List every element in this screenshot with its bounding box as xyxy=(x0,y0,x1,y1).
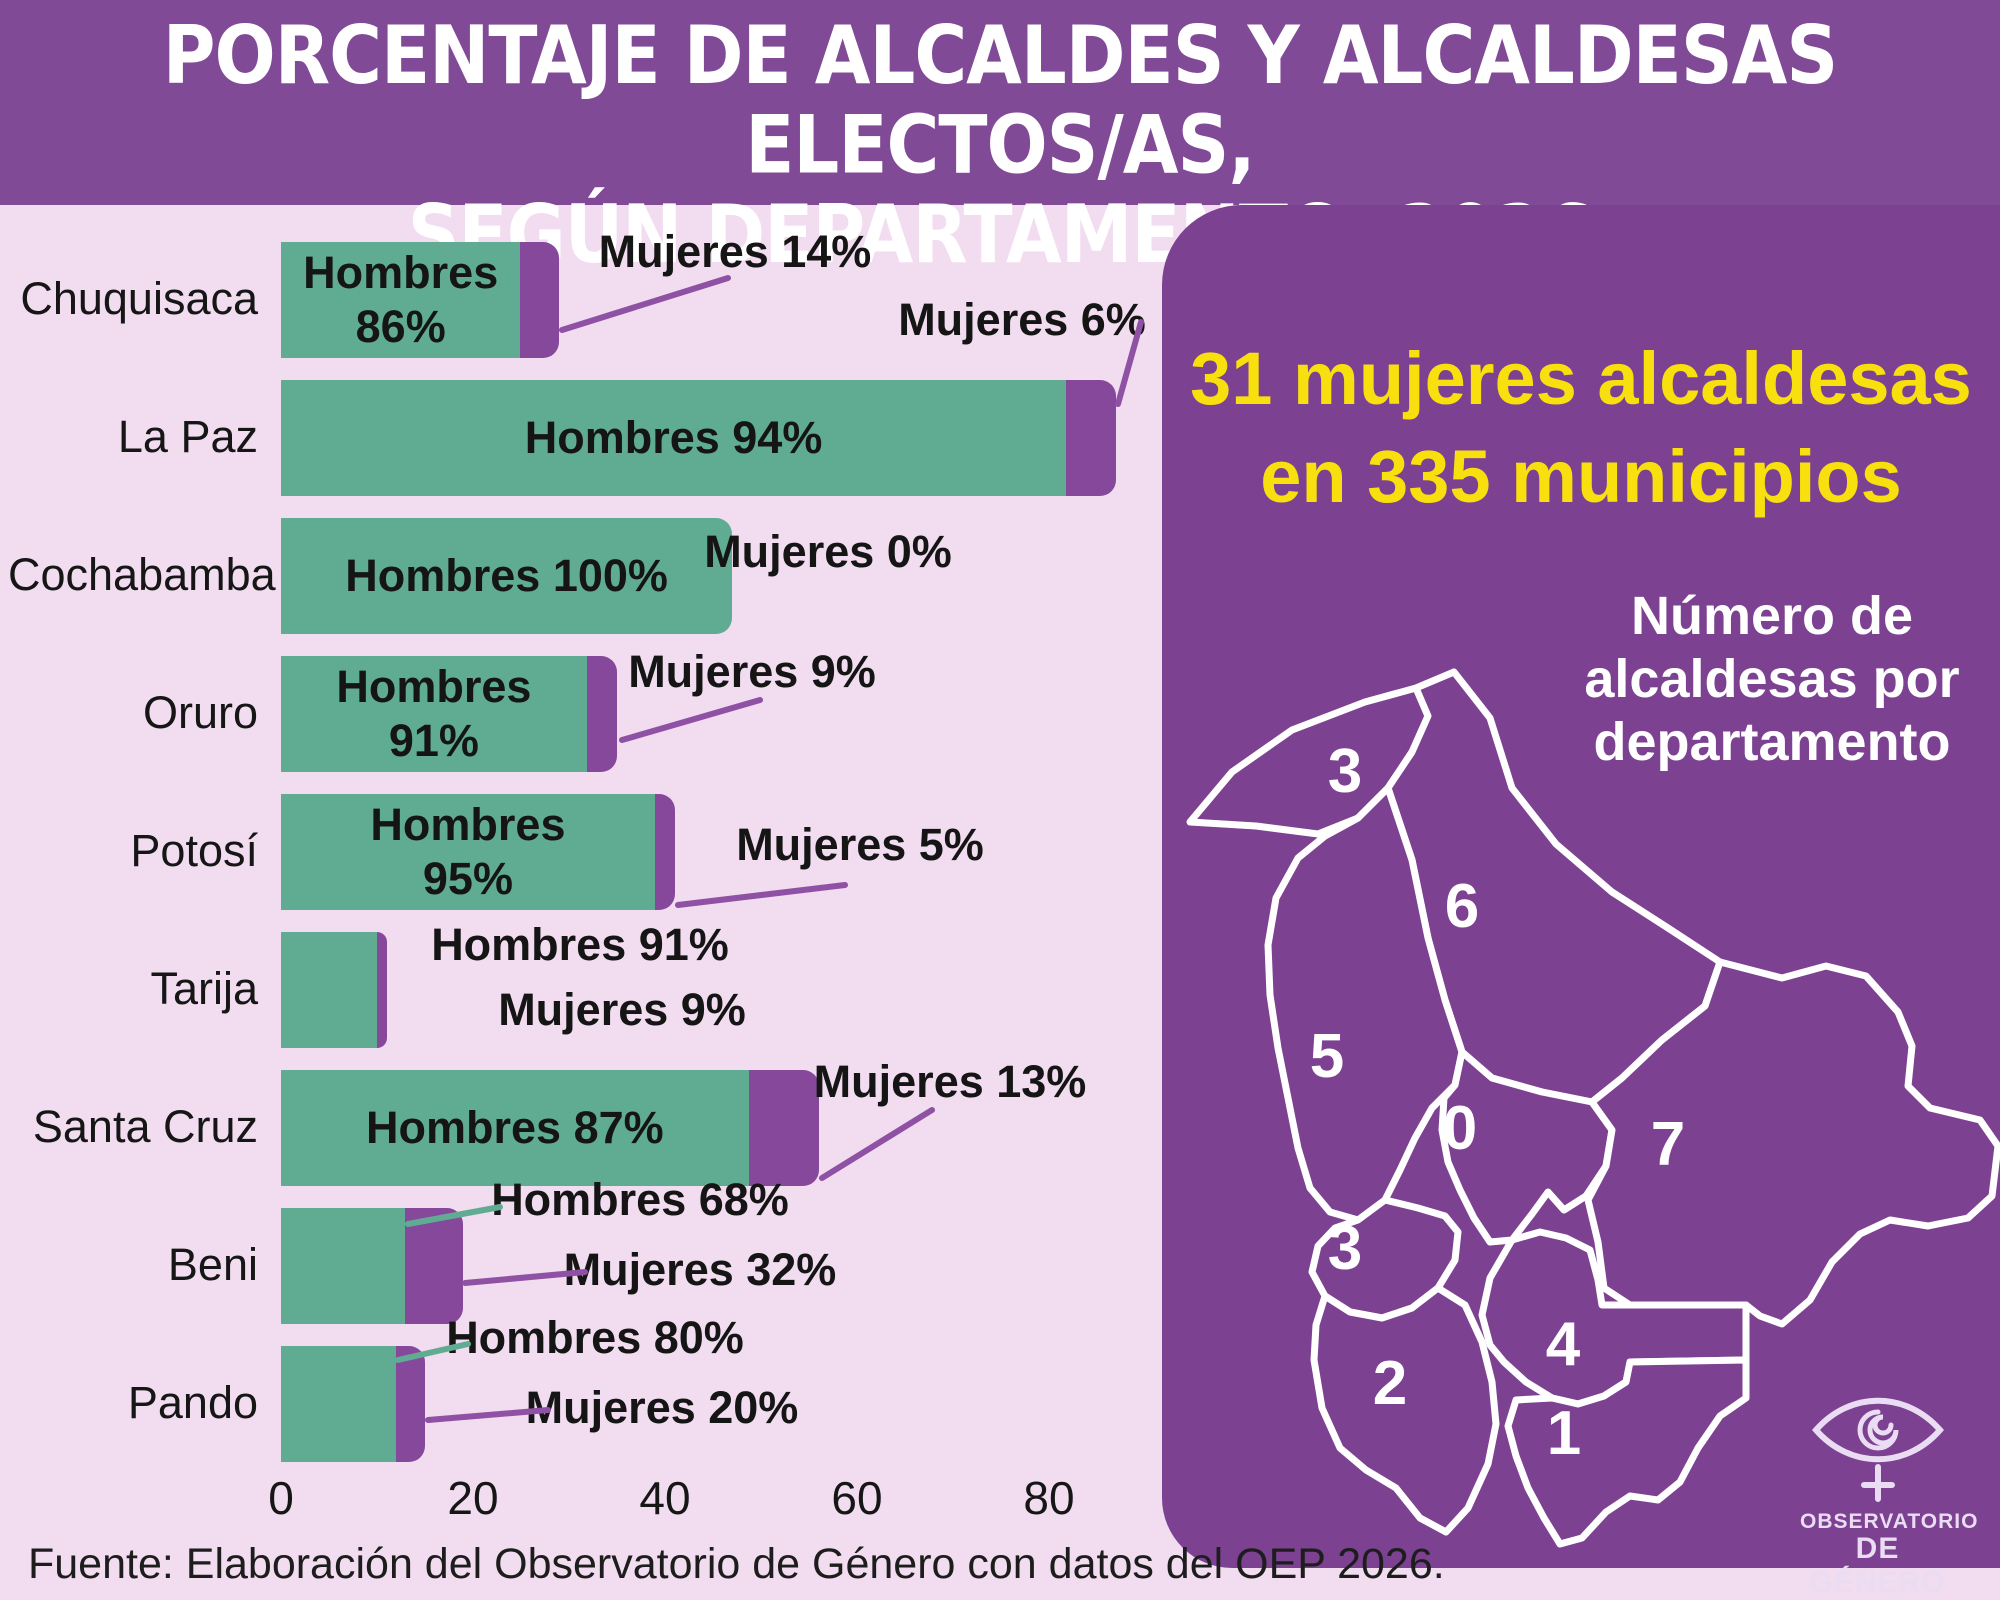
map-region-tarija xyxy=(1504,1356,1750,1548)
bar-segment-hombres xyxy=(281,1346,397,1462)
hombres-label: Hombres 91% xyxy=(336,660,531,768)
hombres-label-pct: 86% xyxy=(355,301,446,352)
mujeres-label: Mujeres 32% xyxy=(563,1244,837,1295)
mujeres-label: Mujeres 9% xyxy=(498,984,746,1035)
map-count-pando: 3 xyxy=(1328,737,1362,806)
dept-label: Chuquisaca xyxy=(20,273,258,324)
observatorio-logo: OBSERVATORIO DE GÉNERO COORDINADORA DE L… xyxy=(1800,1385,1979,1600)
dept-label: Cochabamba xyxy=(8,549,276,600)
x-axis-tick: 20 xyxy=(447,1472,499,1524)
dept-label: Oruro xyxy=(142,687,258,738)
headline-line2: en 335 municipios xyxy=(1260,435,1902,518)
dept-label: Pando xyxy=(127,1377,258,1428)
headline-line1: 31 mujeres alcaldesas xyxy=(1190,337,1972,420)
hombres-label-pct: 95% xyxy=(422,853,513,904)
bar-segment-mujeres xyxy=(1066,380,1117,496)
bar-segment-mujeres xyxy=(748,1070,819,1186)
mujeres-label: Mujeres 9% xyxy=(628,646,876,697)
mujeres-label: Mujeres 14% xyxy=(598,226,872,277)
map-subtitle: Número de alcaldesas por departamento xyxy=(1584,586,1960,772)
bar-segment-hombres xyxy=(281,1070,749,1186)
callout-line xyxy=(559,275,731,333)
bar-segment-hombres xyxy=(281,794,655,910)
bar-segment-mujeres xyxy=(396,1346,425,1462)
panel-headline: 31 mujeres alcaldesas en 335 municipios xyxy=(1162,330,2000,526)
page-title-line1: PORCENTAJE DE ALCALDES Y ALCALDESAS ELEC… xyxy=(162,7,1839,192)
mujeres-label: Mujeres 5% xyxy=(736,819,984,870)
bar-segment-hombres xyxy=(281,518,733,634)
logo-text-line1: OBSERVATORIO xyxy=(1800,1510,1979,1533)
bar-segment-hombres xyxy=(281,242,521,358)
callout-line xyxy=(819,1107,935,1181)
dept-label: Tarija xyxy=(150,963,258,1014)
map-count-oruro: 3 xyxy=(1328,1214,1362,1283)
hombres-label-word: Hombres xyxy=(303,247,499,298)
dept-label: Beni xyxy=(167,1239,258,1290)
map-count-la-paz: 5 xyxy=(1310,1022,1344,1091)
map-count-tarija: 1 xyxy=(1547,1399,1581,1468)
hombres-label: Hombres 86% xyxy=(303,246,498,354)
dept-label: Santa Cruz xyxy=(32,1101,258,1152)
dept-label: La Paz xyxy=(117,411,258,462)
hombres-label: Hombres 87% xyxy=(366,1102,664,1153)
hombres-label-word: Hombres xyxy=(336,661,532,712)
map-region-potosi xyxy=(1310,1284,1500,1536)
bar-segment-mujeres xyxy=(654,794,675,910)
hombres-label-word: Hombres xyxy=(370,799,566,850)
hombres-label-pct: 91% xyxy=(388,715,479,766)
logo-text-line2: DE GÉNERO xyxy=(1809,1532,1946,1599)
hombres-label: Hombres 94% xyxy=(524,412,823,463)
map-count-cochabamba: 0 xyxy=(1443,1094,1477,1163)
eye-female-icon xyxy=(1811,1397,1944,1502)
callout-line xyxy=(675,882,848,908)
mujeres-label: Mujeres 6% xyxy=(898,294,1146,345)
x-axis-tick: 0 xyxy=(268,1472,294,1524)
hombres-label: Hombres 100% xyxy=(345,550,668,601)
x-axis-tick: 40 xyxy=(639,1472,691,1524)
x-axis-tick: 80 xyxy=(1023,1472,1075,1524)
bar-segment-hombres xyxy=(281,932,378,1048)
bar-segment-mujeres xyxy=(377,932,387,1048)
mujeres-label: Mujeres 13% xyxy=(813,1056,1087,1107)
dept-label: Potosí xyxy=(130,825,258,876)
bar-segment-hombres xyxy=(281,656,587,772)
map-count-santa-cruz: 7 xyxy=(1651,1110,1685,1179)
map-count-potosi: 2 xyxy=(1373,1349,1407,1418)
hombres-label: Hombres 95% xyxy=(370,798,565,906)
x-axis-tick: 60 xyxy=(831,1472,883,1524)
hombres-label: Hombres 80% xyxy=(446,1312,744,1363)
callout-line xyxy=(619,697,763,743)
bar-segment-mujeres xyxy=(520,242,560,358)
map-count-chuquisaca: 4 xyxy=(1546,1310,1581,1379)
source-note: Fuente: Elaboración del Observatorio de … xyxy=(28,1540,1445,1588)
bar-segment-mujeres xyxy=(586,656,617,772)
bar-segment-hombres xyxy=(281,1208,406,1324)
hombres-label: Hombres 91% xyxy=(431,919,729,970)
bolivia-map: 3 6 5 0 7 3 2 4 1 xyxy=(1186,668,2000,1548)
bar-segment-mujeres xyxy=(405,1208,464,1324)
mujeres-label: Mujeres 0% xyxy=(704,526,952,577)
bar-segment-hombres xyxy=(281,380,1067,496)
map-count-beni: 6 xyxy=(1445,872,1479,941)
map-region-santa-cruz xyxy=(1584,958,2000,1328)
hombres-label: Hombres 68% xyxy=(491,1174,789,1225)
header-band: PORCENTAJE DE ALCALDES Y ALCALDESAS ELEC… xyxy=(0,0,2000,279)
map-region-cochabamba xyxy=(1438,1048,1616,1246)
mujeres-label: Mujeres 20% xyxy=(525,1382,799,1433)
